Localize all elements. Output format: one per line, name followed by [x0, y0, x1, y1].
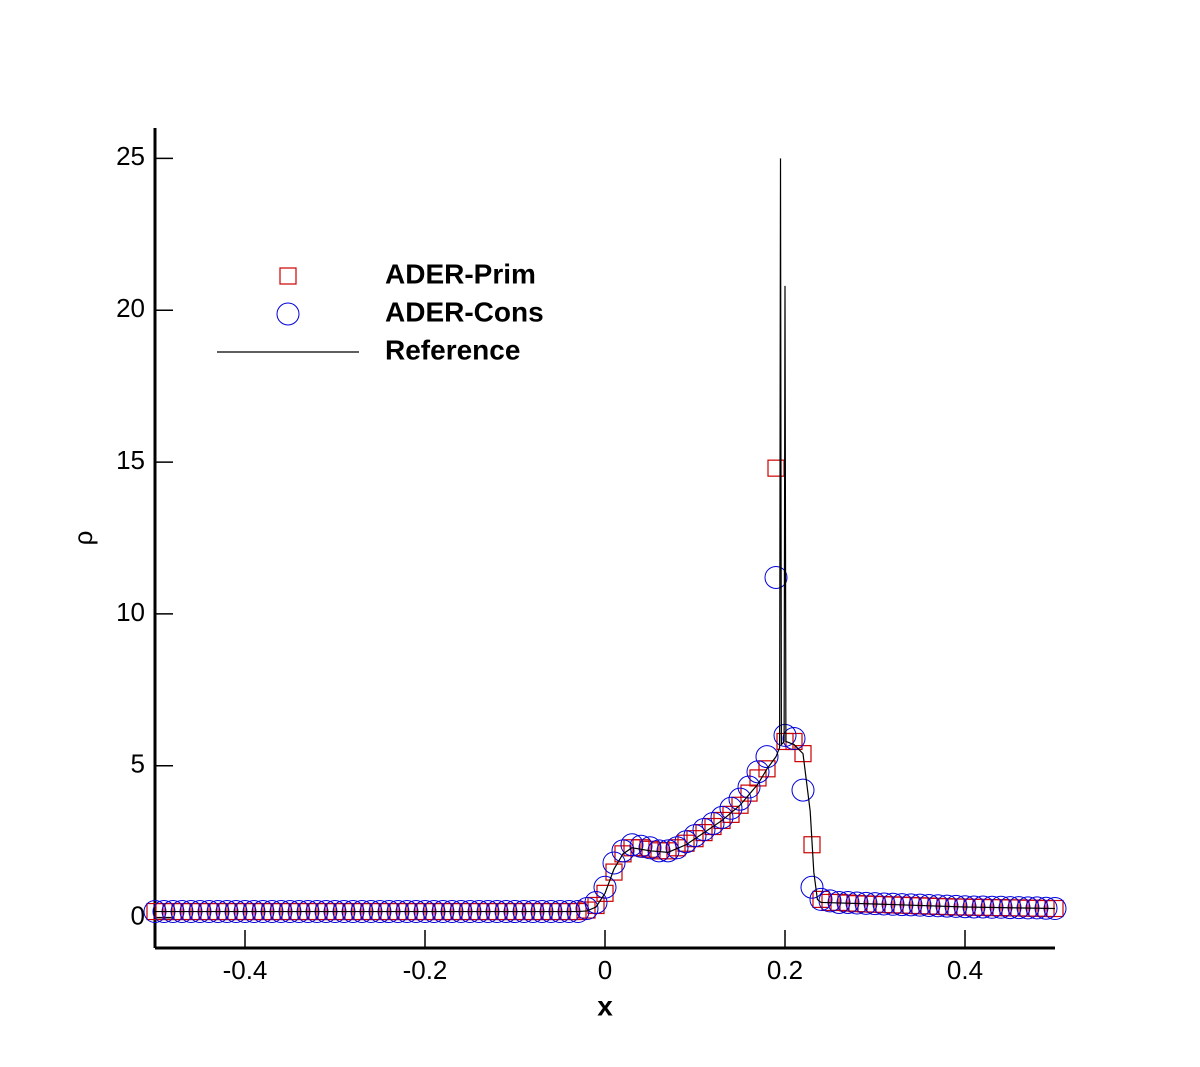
square-marker: [776, 732, 794, 751]
legend-label: Reference: [385, 334, 520, 365]
reference-line: [155, 158, 1056, 913]
y-axis-label: ρ: [68, 531, 98, 546]
square-marker: [659, 842, 677, 860]
circle-marker: [593, 875, 617, 899]
legend-symbol: [276, 302, 300, 326]
square-marker: [605, 863, 623, 881]
circle-marker: [800, 875, 824, 899]
square-marker: [758, 760, 776, 778]
circle-marker: [710, 805, 734, 829]
circle-marker: [611, 839, 635, 863]
circle-marker: [719, 796, 743, 820]
circle-marker: [701, 811, 725, 835]
square-marker: [749, 769, 767, 787]
circle-marker: [638, 836, 662, 860]
circle-marker: [764, 565, 788, 589]
x-tick-label: 0.4: [947, 955, 983, 985]
y-tick-label: 0: [131, 901, 145, 931]
circle-marker: [674, 830, 698, 854]
circle-marker: [665, 836, 689, 860]
circle-marker: [782, 726, 806, 750]
y-tick-label: 20: [116, 293, 145, 323]
circle-marker: [602, 851, 626, 875]
y-tick-label: 25: [116, 141, 145, 171]
legend-label: ADER-Prim: [385, 258, 536, 289]
x-axis-label: x: [597, 990, 613, 1021]
circle-marker: [629, 834, 653, 858]
square-marker: [677, 834, 695, 852]
square-marker: [668, 839, 686, 857]
x-tick-label: 0: [598, 955, 612, 985]
square-marker: [731, 796, 749, 814]
circle-marker: [584, 890, 608, 914]
circle-marker: [683, 824, 707, 848]
y-tick-label: 5: [131, 749, 145, 779]
circle-marker: [692, 818, 716, 842]
legend-label: ADER-Cons: [385, 296, 544, 327]
circle-marker: [791, 778, 815, 802]
y-tick-label: 15: [116, 445, 145, 475]
square-marker: [767, 459, 785, 477]
x-tick-label: 0.2: [767, 955, 803, 985]
x-tick-label: -0.2: [403, 955, 448, 985]
circle-marker: [809, 887, 833, 911]
square-marker: [596, 884, 614, 902]
plot-area: [143, 158, 1067, 924]
square-marker: [740, 784, 758, 802]
y-tick-label: 10: [116, 597, 145, 627]
circle-marker: [728, 787, 752, 811]
circle-marker: [755, 745, 779, 769]
legend-symbol: [279, 267, 297, 285]
square-marker: [794, 745, 812, 763]
square-marker: [587, 896, 605, 915]
square-marker: [722, 805, 740, 823]
circle-marker: [620, 833, 644, 857]
circle-marker: [575, 897, 599, 921]
x-tick-label: -0.4: [223, 955, 268, 985]
circle-marker: [737, 775, 761, 799]
circle-marker: [773, 723, 797, 747]
